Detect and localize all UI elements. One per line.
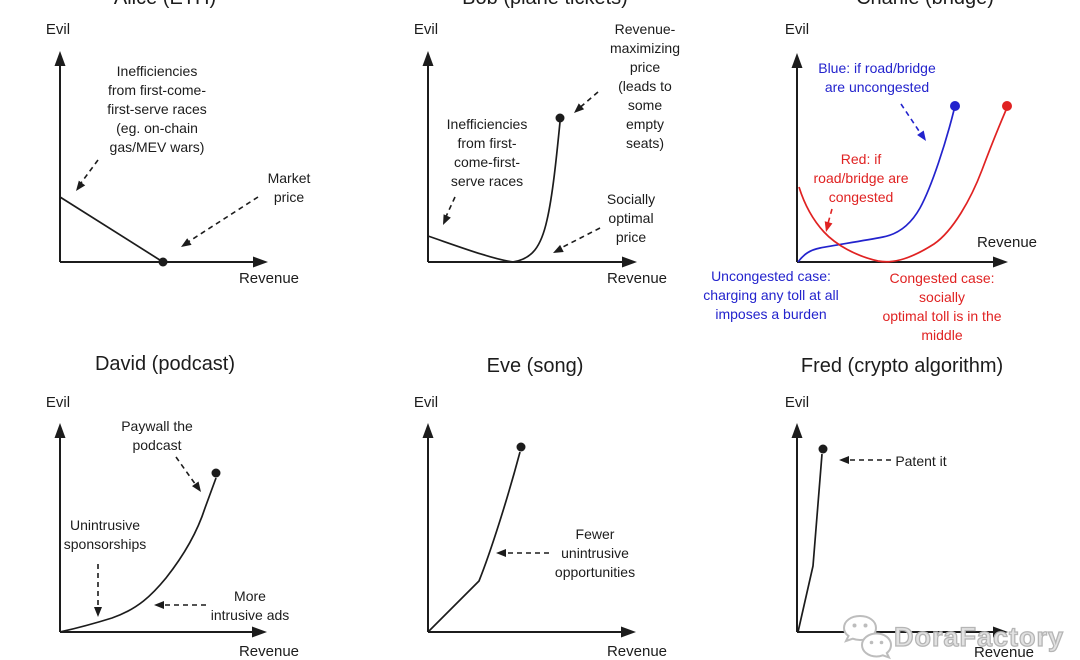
bob-socially-optimal-pointer — [556, 227, 601, 251]
alice-title: Alice (ETH) — [114, 0, 216, 10]
charlie-blue-pointer-arrowhead — [917, 130, 926, 141]
panel-bob: Bob (plane tickets) Evil Revenue- maximi… — [360, 0, 720, 340]
charlie-blue-pointer — [900, 103, 924, 138]
charlie-congested-caption: Congested case: socially optimal toll is… — [882, 270, 1002, 343]
panel-david: David (podcast) Evil Paywall the podcast… — [0, 340, 360, 660]
eve-revenue-label: Revenue — [606, 643, 668, 660]
david-unintrusive-pointer-arrowhead — [94, 607, 102, 617]
bob-revmax-pointer-arrowhead — [574, 103, 585, 113]
bob-decline-curve — [427, 235, 514, 263]
bob-title: Bob (plane tickets) — [462, 0, 628, 10]
eve-fewer-pointer-arrowhead — [496, 549, 506, 557]
charlie-evil-label: Evil — [784, 21, 810, 38]
david-revenue-label: Revenue — [238, 643, 300, 660]
alice-y-axis-arrowhead — [54, 51, 66, 66]
charlie-red-note: Red: if road/bridge are congested — [813, 151, 909, 205]
david-unintrusive-note: Unintrusive sponsorships — [63, 517, 147, 552]
fred-curve — [797, 453, 823, 633]
alice-evil-label: Evil — [45, 21, 71, 38]
bob-inefficiencies-note: Inefficiencies from first- come-first- s… — [446, 116, 528, 189]
alice-market-price-dot — [158, 257, 168, 267]
wechat-icon — [842, 614, 893, 660]
david-paywall-pointer — [175, 456, 199, 489]
watermark: DoraFactory — [836, 610, 1076, 660]
alice-market-price-pointer — [184, 196, 259, 245]
fred-x-axis-arrowhead — [993, 626, 1008, 638]
alice-inefficiencies-note: Inefficiencies from first-come- first-se… — [107, 63, 207, 155]
bob-revenue-label: Revenue — [606, 270, 668, 287]
charlie-x-axis-arrowhead — [993, 256, 1008, 268]
alice-chart — [54, 51, 268, 268]
david-curve — [59, 477, 217, 633]
bob-revenue-max-dot — [555, 113, 565, 123]
panel-charlie: Charlie (bridge) Evil Blue: if road/brid… — [703, 0, 1080, 343]
charlie-y-axis-arrowhead — [791, 53, 803, 68]
david-paywall-note: Paywall the podcast — [121, 418, 193, 453]
alice-inefficiencies-pointer-arrowhead — [76, 180, 86, 191]
charlie-uncongested-caption: Uncongested case: charging any toll at a… — [703, 268, 839, 322]
david-paywall-dot — [211, 468, 221, 478]
david-intrusive-ads-pointer-arrowhead — [154, 601, 164, 609]
watermark-brand-text: DoraFactory — [893, 621, 1065, 652]
panel-eve: Eve (song) Evil Fewer unintrusive opport… — [360, 340, 720, 660]
bob-socially-optimal-pointer-arrowhead — [553, 244, 564, 253]
fred-revenue-label: Revenue — [973, 644, 1035, 660]
eve-curve — [427, 451, 521, 633]
fred-patent-pointer-arrowhead — [839, 456, 849, 464]
eve-evil-label: Evil — [413, 394, 439, 411]
david-intrusive-ads-note: More intrusive ads — [210, 588, 290, 623]
charlie-red-pointer — [826, 208, 833, 228]
david-x-axis-arrowhead — [252, 626, 267, 638]
fred-patent-note: Patent it — [895, 453, 947, 469]
bob-revmax-note: Revenue- maximizing price (leads to some… — [609, 21, 680, 151]
bob-y-axis-arrowhead — [422, 51, 434, 66]
eve-y-axis-arrowhead — [422, 423, 434, 438]
bob-evil-label: Evil — [413, 21, 439, 38]
david-title: David (podcast) — [94, 353, 236, 375]
fred-chart — [791, 423, 1008, 638]
eve-top-dot — [516, 442, 526, 452]
bob-socially-optimal-note: Socially optimal price — [606, 191, 656, 245]
alice-revenue-label: Revenue — [238, 270, 300, 287]
charlie-blue-curve — [797, 109, 955, 263]
david-chart — [54, 423, 267, 638]
charlie-red-pointer-arrowhead — [824, 221, 833, 232]
david-y-axis-arrowhead — [54, 423, 66, 438]
charlie-red-curve — [798, 109, 1007, 263]
eve-title: Eve (song) — [486, 355, 584, 377]
fred-patent-dot — [818, 444, 828, 454]
fred-evil-label: Evil — [784, 394, 810, 411]
alice-market-price-pointer-arrowhead — [181, 238, 192, 247]
fred-y-axis-arrowhead — [791, 423, 803, 438]
bob-revmax-pointer — [576, 91, 599, 111]
bob-inefficiencies-pointer-arrowhead — [443, 214, 451, 225]
eve-fewer-note: Fewer unintrusive opportunities — [554, 526, 636, 580]
bob-chart — [422, 51, 637, 268]
alice-x-axis-arrowhead — [253, 256, 268, 268]
bob-x-axis-arrowhead — [622, 256, 637, 268]
panel-alice: Alice (ETH) Evil Inefficiencies from fir… — [0, 0, 360, 340]
alice-market-price-note: Market price — [267, 170, 311, 205]
bob-rise-curve — [512, 121, 561, 263]
eve-x-axis-arrowhead — [621, 626, 636, 638]
charlie-blue-note: Blue: if road/bridge are uncongested — [818, 60, 936, 95]
eve-chart — [422, 423, 636, 638]
charlie-revenue-label: Revenue — [976, 234, 1038, 251]
fred-title: Fred (crypto algorithm) — [800, 355, 1004, 377]
charlie-chart — [791, 53, 1012, 268]
panel-fred: Fred (crypto algorithm) Evil Patent it R… — [720, 340, 1080, 660]
charlie-blue-dot — [950, 101, 960, 111]
david-paywall-pointer-arrowhead — [191, 481, 201, 492]
david-evil-label: Evil — [45, 394, 71, 411]
charlie-title: Charlie (bridge) — [856, 0, 994, 10]
alice-curve — [59, 196, 164, 263]
charlie-red-dot — [1002, 101, 1012, 111]
